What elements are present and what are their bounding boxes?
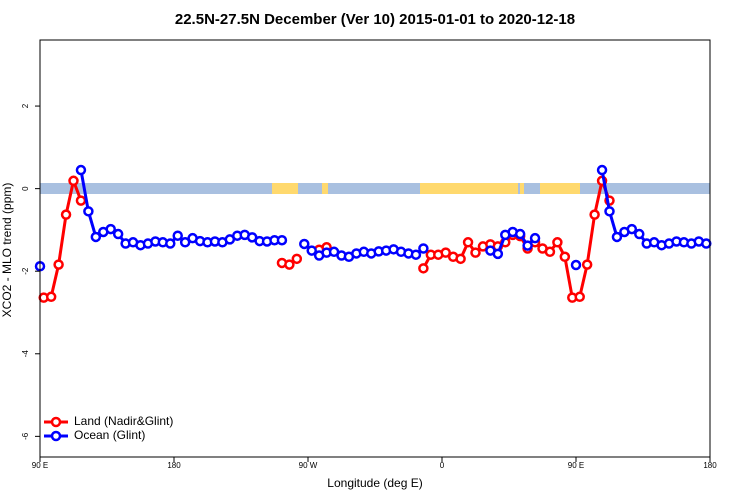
x-tick-label: 0 bbox=[440, 461, 445, 470]
data-point bbox=[410, 249, 422, 260]
data-point bbox=[552, 237, 563, 248]
data-point bbox=[701, 238, 712, 249]
legend: Land (Nadir&Glint)Ocean (Glint) bbox=[44, 414, 173, 442]
data-point bbox=[306, 245, 317, 256]
data-point bbox=[440, 247, 451, 258]
y-tick-label: 0 bbox=[21, 186, 30, 191]
data-point bbox=[165, 238, 176, 249]
data-point bbox=[68, 175, 79, 187]
data-point bbox=[574, 291, 585, 303]
data-point bbox=[284, 259, 295, 270]
data-point bbox=[470, 247, 481, 258]
data-point bbox=[105, 223, 116, 235]
legend-label: Ocean (Glint) bbox=[74, 428, 145, 442]
data-point bbox=[418, 243, 429, 254]
y-tick-label: -2 bbox=[21, 267, 30, 275]
data-point bbox=[60, 209, 72, 220]
data-point bbox=[589, 209, 600, 220]
data-point bbox=[522, 240, 533, 251]
data-point bbox=[462, 237, 474, 248]
data-point bbox=[418, 263, 429, 274]
data-point bbox=[559, 251, 571, 263]
data-point bbox=[581, 259, 593, 270]
data-point bbox=[570, 259, 582, 271]
data-point bbox=[53, 259, 64, 270]
data-point bbox=[529, 232, 541, 244]
x-tick-label: 90 W bbox=[299, 461, 318, 470]
data-point bbox=[45, 291, 57, 303]
legend-label: Land (Nadir&Glint) bbox=[74, 414, 173, 428]
chart-title: 22.5N-27.5N December (Ver 10) 2015-01-01… bbox=[175, 11, 575, 28]
data-point bbox=[492, 248, 504, 260]
data-point bbox=[634, 228, 645, 240]
data-point bbox=[626, 223, 638, 235]
data-point bbox=[172, 230, 183, 241]
y-tick-label: -4 bbox=[21, 350, 30, 358]
y-axis-label: XCO2 - MLO trend (ppm) bbox=[0, 183, 14, 318]
legend-marker bbox=[50, 416, 62, 428]
data-point bbox=[112, 228, 124, 240]
x-tick-label: 90 E bbox=[32, 461, 48, 470]
x-tick-label: 90 E bbox=[568, 461, 584, 470]
x-tick-label: 180 bbox=[703, 461, 717, 470]
data-point bbox=[455, 253, 466, 265]
x-axis-label: Longitude (deg E) bbox=[327, 476, 422, 490]
data-point bbox=[75, 195, 87, 206]
data-point bbox=[544, 246, 556, 258]
y-tick-label: -6 bbox=[21, 432, 30, 440]
data-point bbox=[276, 234, 288, 246]
data-point bbox=[514, 228, 526, 240]
data-point bbox=[291, 253, 303, 265]
data-point bbox=[90, 231, 102, 243]
y-tick-label: 2 bbox=[21, 103, 30, 108]
plot-area bbox=[34, 164, 712, 303]
data-point bbox=[299, 238, 310, 250]
data-point bbox=[596, 164, 608, 176]
data-point bbox=[83, 206, 94, 217]
data-point bbox=[611, 231, 623, 243]
legend-marker bbox=[50, 430, 62, 442]
data-point bbox=[179, 237, 191, 248]
data-point bbox=[75, 164, 87, 176]
x-tick-label: 180 bbox=[167, 461, 181, 470]
land-ocean-strip bbox=[40, 183, 710, 194]
plot-frame bbox=[39, 39, 711, 458]
data-point bbox=[604, 206, 615, 217]
